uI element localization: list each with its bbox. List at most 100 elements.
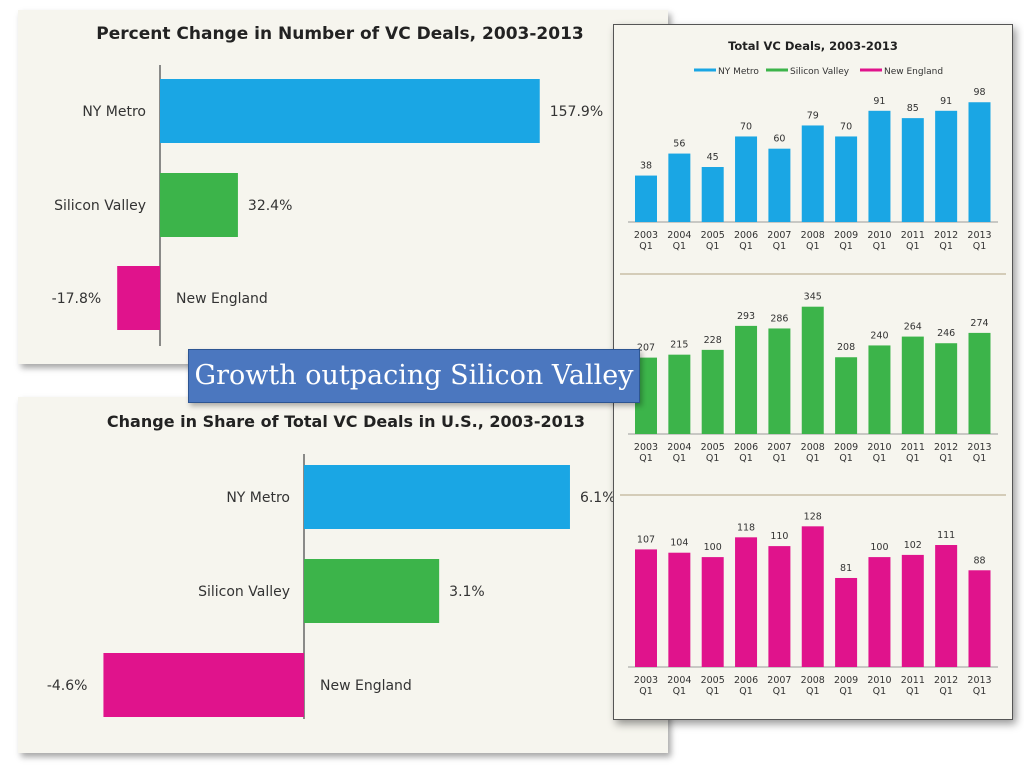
bar-new-england [801,526,824,667]
data-label: 286 [770,313,788,324]
bar-ny-metro [160,79,540,143]
tick-label: 2013 Q1 [967,442,991,464]
bar-silicon-valley [835,357,858,434]
bar-new-england [901,554,924,667]
data-label: 345 [804,292,822,303]
bar-new-england [935,545,958,667]
data-label: 70 [740,121,752,132]
tick-label: 2003 Q1 [634,442,658,464]
data-label: 102 [904,540,922,551]
bar-silicon-valley [635,357,657,434]
bar-new-england [701,557,724,667]
data-label: 6.1% [580,490,616,506]
share-change-chart: Change in Share of Total VC Deals in U.S… [47,412,616,719]
bar-silicon-valley [668,354,691,434]
tick-label: 2009 Q1 [834,442,858,464]
data-label: 70 [840,121,852,132]
chart-title: Percent Change in Number of VC Deals, 20… [96,24,583,44]
bar-silicon-valley [968,332,991,434]
bar-silicon-valley [935,343,958,434]
tick-label: 2003 Q1 [634,675,658,697]
tick-label: 2005 Q1 [701,675,725,697]
data-label: 81 [840,563,852,574]
data-label: 100 [704,542,722,553]
tick-label: 2011 Q1 [901,442,925,464]
tick-label: 2011 Q1 [901,230,925,252]
tick-label: 2006 Q1 [734,230,758,252]
data-label: 100 [870,542,888,553]
bar-new-england [103,653,304,717]
data-label: 98 [973,87,985,98]
data-label: 240 [870,330,888,341]
tick-label: 2011 Q1 [901,675,925,697]
data-label: 91 [940,96,952,107]
data-label: 56 [673,139,685,150]
data-label: -17.8% [52,291,102,307]
category-label: Silicon Valley [198,584,290,600]
data-label: 246 [937,328,955,339]
tick-label: 2006 Q1 [734,675,758,697]
tick-label: 2008 Q1 [801,230,825,252]
legend-label: New England [884,67,943,77]
tick-label: 2007 Q1 [767,675,791,697]
legend-label: Silicon Valley [790,67,850,77]
category-label: NY Metro [226,490,290,506]
data-label: 88 [973,555,985,566]
data-label: 111 [937,530,955,541]
bar-ny-metro [901,118,924,222]
tick-label: 2004 Q1 [667,230,691,252]
bar-silicon-valley [160,173,238,237]
data-label: 45 [707,152,719,163]
tick-label: 2010 Q1 [867,442,891,464]
category-label: NY Metro [82,104,146,120]
tick-label: 2012 Q1 [934,230,958,252]
data-label: 207 [637,343,655,354]
bar-ny-metro [835,136,858,222]
percent-change-chart: Percent Change in Number of VC Deals, 20… [52,24,603,346]
tick-label: 2005 Q1 [701,230,725,252]
bar-ny-metro [735,136,758,222]
data-label: 274 [970,318,988,329]
total-deals-chart-panel: Total VC Deals, 2003-2013 NY Metro Silicon… [613,24,1013,720]
tick-label: 2004 Q1 [667,442,691,464]
bar-silicon-valley [768,328,791,434]
category-label: Silicon Valley [54,198,146,214]
bar-ny-metro [701,167,724,222]
bar-silicon-valley [801,306,824,434]
bar-silicon-valley [901,336,924,434]
chart-title: Change in Share of Total VC Deals in U.S… [107,412,585,431]
share-change-chart-panel: Change in Share of Total VC Deals in U.S… [18,397,668,753]
tick-label: 2010 Q1 [867,675,891,697]
data-label: 107 [637,534,655,545]
bar-ny-metro [304,465,570,529]
tick-label: 2008 Q1 [801,675,825,697]
bar-new-england [668,552,691,667]
data-label: 264 [904,322,922,333]
data-label: 157.9% [550,104,603,120]
bar-ny-metro [801,125,824,222]
tick-label: 2013 Q1 [967,675,991,697]
bar-ny-metro [935,110,958,222]
bar-new-england [635,549,657,667]
category-label: New England [320,678,412,694]
data-label: 38 [640,161,652,172]
growth-callout-banner: Growth outpacing Silicon Valley [188,349,640,403]
data-label: 60 [773,134,785,145]
bar-new-england [968,570,991,667]
tick-label: 2009 Q1 [834,230,858,252]
tick-label: 2012 Q1 [934,442,958,464]
data-label: 110 [770,531,788,542]
tick-label: 2005 Q1 [701,442,725,464]
tick-label: 2006 Q1 [734,442,758,464]
tick-label: 2004 Q1 [667,675,691,697]
tick-label: 2008 Q1 [801,442,825,464]
data-label: 228 [704,335,722,346]
data-label: 128 [804,511,822,522]
tick-label: 2013 Q1 [967,230,991,252]
data-label: 104 [670,538,688,549]
data-label: 91 [873,96,885,107]
tick-label: 2010 Q1 [867,230,891,252]
bar-silicon-valley [701,349,724,434]
bar-ny-metro [635,175,657,222]
bar-ny-metro [868,110,891,222]
